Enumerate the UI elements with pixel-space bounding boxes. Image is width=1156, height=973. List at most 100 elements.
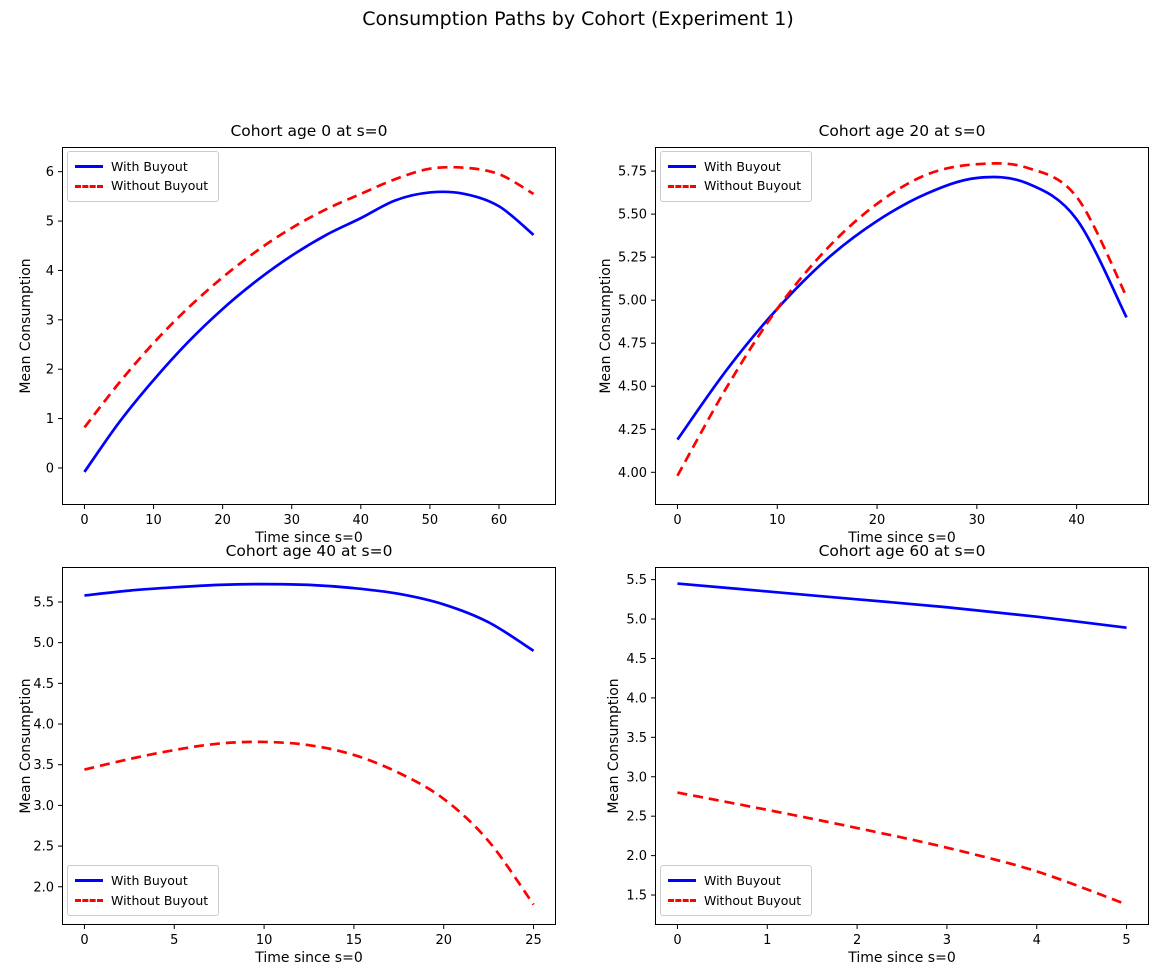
- legend-label: Without Buyout: [111, 178, 209, 194]
- legend-label: With Buyout: [111, 873, 188, 889]
- plot-area-cohort-age-20: 0 10 20 30 40 4.00 4.25 4.50 4.75 5.00 5.25 5.50 5.7…: [618, 147, 1149, 528]
- x-axis-label: Time since s=0: [848, 530, 956, 546]
- plot-area-cohort-age-60: 0 1 2 3 4 5 1.5 2.0 2.5 3.0 3.5 4.0 4.5 5.0 5.5: [626, 567, 1149, 948]
- svg-text:4.50: 4.50: [618, 380, 647, 395]
- svg-text:2: 2: [853, 933, 861, 948]
- legend-item-without-buyout: Without Buyout: [75, 891, 208, 910]
- without-buyout-line-swatch: [75, 184, 103, 188]
- without-buyout-line-swatch: [668, 898, 696, 902]
- legend-item-with-buyout: With Buyout: [668, 871, 801, 890]
- svg-text:0: 0: [673, 513, 681, 528]
- svg-text:0: 0: [673, 933, 681, 948]
- svg-text:30: 30: [969, 513, 986, 528]
- svg-text:4.0: 4.0: [626, 691, 647, 706]
- svg-text:3.0: 3.0: [626, 770, 647, 785]
- svg-text:25: 25: [525, 933, 542, 948]
- svg-text:2.0: 2.0: [626, 849, 647, 864]
- subplot-title: Cohort age 20 at s=0: [818, 122, 986, 140]
- svg-text:4.5: 4.5: [626, 652, 647, 667]
- legend-item-with-buyout: With Buyout: [75, 871, 208, 890]
- svg-text:4: 4: [1033, 933, 1041, 948]
- x-axis-label: Time since s=0: [848, 950, 956, 966]
- svg-text:2: 2: [46, 363, 54, 378]
- svg-text:5.0: 5.0: [626, 613, 647, 628]
- svg-text:1: 1: [46, 412, 54, 427]
- svg-text:0: 0: [80, 513, 88, 528]
- svg-text:4.75: 4.75: [618, 337, 647, 352]
- svg-text:0: 0: [80, 933, 88, 948]
- svg-text:20: 20: [869, 513, 886, 528]
- svg-text:2.5: 2.5: [33, 840, 54, 855]
- subplot-title: Cohort age 0 at s=0: [230, 122, 388, 140]
- svg-text:40: 40: [353, 513, 370, 528]
- svg-text:1: 1: [763, 933, 771, 948]
- plot-area-cohort-age-0: 0 10 20 30 40 50 60 0 1 2 3 4 5 6: [46, 147, 556, 528]
- without-buyout-line-swatch: [75, 898, 103, 902]
- legend-item-without-buyout: Without Buyout: [75, 176, 208, 195]
- legend: With Buyout Without Buyout: [67, 865, 220, 916]
- x-axis-label: Time since s=0: [255, 530, 363, 546]
- svg-text:5.0: 5.0: [33, 636, 54, 651]
- svg-text:3: 3: [46, 313, 54, 328]
- subplot-cohort-age-60: Cohort age 60 at s=0 Mean Consumption Ti…: [606, 542, 1149, 966]
- legend-item-without-buyout: Without Buyout: [668, 891, 801, 910]
- svg-text:10: 10: [256, 933, 273, 948]
- svg-text:0: 0: [46, 461, 54, 476]
- legend-item-without-buyout: Without Buyout: [668, 176, 801, 195]
- without-buyout-line-swatch: [668, 184, 696, 188]
- subplot-title: Cohort age 40 at s=0: [225, 542, 393, 560]
- legend-label: Without Buyout: [111, 892, 209, 908]
- svg-text:5.75: 5.75: [618, 165, 647, 180]
- svg-text:3.5: 3.5: [626, 731, 647, 746]
- svg-text:4: 4: [46, 264, 54, 279]
- svg-text:10: 10: [769, 513, 786, 528]
- svg-text:5.25: 5.25: [618, 251, 647, 266]
- with-buyout-line-swatch: [75, 879, 103, 883]
- svg-text:5: 5: [170, 933, 178, 948]
- figure-title: Consumption Paths by Cohort (Experiment …: [362, 8, 794, 30]
- legend-label: With Buyout: [704, 873, 781, 889]
- svg-text:3.0: 3.0: [33, 799, 54, 814]
- svg-text:5: 5: [46, 215, 54, 230]
- with-buyout-line-swatch: [668, 879, 696, 883]
- svg-text:1.5: 1.5: [626, 889, 647, 904]
- legend-label: Without Buyout: [704, 178, 802, 194]
- x-axis-label: Time since s=0: [255, 950, 363, 966]
- svg-text:20: 20: [214, 513, 231, 528]
- legend: With Buyout Without Buyout: [67, 151, 220, 202]
- svg-text:2.0: 2.0: [33, 880, 54, 895]
- svg-text:15: 15: [346, 933, 363, 948]
- legend: With Buyout Without Buyout: [660, 865, 813, 916]
- subplot-title: Cohort age 60 at s=0: [818, 542, 986, 560]
- svg-text:60: 60: [491, 513, 508, 528]
- svg-text:10: 10: [145, 513, 162, 528]
- subplot-cohort-age-20: Cohort age 20 at s=0 Mean Consumption Ti…: [598, 122, 1149, 546]
- svg-text:4.25: 4.25: [618, 423, 647, 438]
- legend-label: With Buyout: [704, 159, 781, 174]
- svg-text:5.50: 5.50: [618, 208, 647, 223]
- svg-text:5.5: 5.5: [33, 595, 54, 610]
- legend-label: Without Buyout: [704, 892, 802, 908]
- legend-label: With Buyout: [111, 159, 188, 174]
- svg-text:3.5: 3.5: [33, 758, 54, 773]
- svg-text:50: 50: [422, 513, 439, 528]
- subplot-cohort-age-0: Cohort age 0 at s=0 Mean Consumption Tim…: [18, 122, 556, 546]
- legend-item-with-buyout: With Buyout: [668, 157, 801, 176]
- svg-text:40: 40: [1068, 513, 1085, 528]
- svg-text:5: 5: [1122, 933, 1130, 948]
- svg-text:30: 30: [283, 513, 300, 528]
- legend-item-with-buyout: With Buyout: [75, 157, 208, 176]
- plot-area-cohort-age-40: 0 5 10 15 20 25 2.0 2.5 3.0 3.5 4.0 4.5 5.0 5.5: [33, 567, 556, 948]
- svg-text:2.5: 2.5: [626, 810, 647, 825]
- svg-text:5.00: 5.00: [618, 294, 647, 309]
- legend: With Buyout Without Buyout: [660, 151, 813, 202]
- with-buyout-line-swatch: [668, 165, 696, 169]
- svg-text:4.00: 4.00: [618, 466, 647, 481]
- subplot-cohort-age-40: Cohort age 40 at s=0 Mean Consumption Ti…: [18, 542, 556, 966]
- svg-text:5.5: 5.5: [626, 573, 647, 588]
- svg-text:4.5: 4.5: [33, 677, 54, 692]
- with-buyout-line-swatch: [75, 165, 103, 169]
- svg-text:4.0: 4.0: [33, 718, 54, 733]
- svg-text:6: 6: [46, 165, 54, 180]
